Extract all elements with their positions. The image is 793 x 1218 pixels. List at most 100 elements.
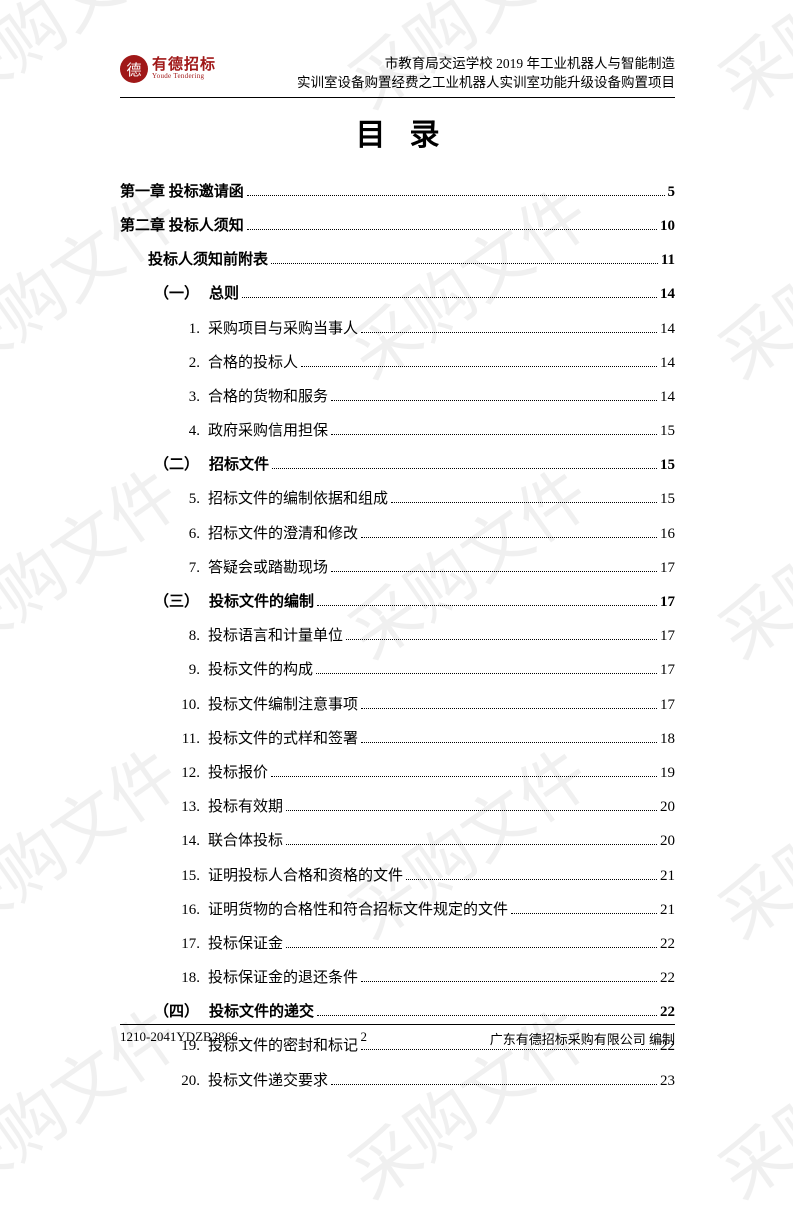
toc-leader (242, 297, 657, 298)
toc-row: 12.投标报价19 (120, 761, 675, 782)
toc-row: （一）总则 14 (120, 282, 675, 303)
toc-row: 4.政府采购信用担保15 (120, 419, 675, 440)
toc-label: 7.答疑会或踏勘现场 (176, 556, 328, 577)
watermark: 采购文件 (696, 721, 793, 958)
toc-label: 16.证明货物的合格性和符合招标文件规定的文件 (176, 898, 508, 919)
header-rule (120, 97, 675, 98)
page-content: 德 有德招标 Youde Tendering 市教育局交运学校 2019 年工业… (120, 55, 675, 1103)
toc-page: 14 (660, 286, 675, 303)
toc-label: （二）招标文件 (154, 453, 269, 474)
toc-label: 6.招标文件的澄清和修改 (176, 522, 358, 543)
toc-leader (331, 1084, 657, 1085)
toc-label: 10.投标文件编制注意事项 (176, 693, 358, 714)
toc-label: （一）总则 (154, 282, 239, 303)
header-line2: 实训室设备购置经费之工业机器人实训室功能升级设备购置项目 (297, 74, 675, 93)
toc-label: 4.政府采购信用担保 (176, 419, 328, 440)
toc-page: 14 (660, 389, 675, 406)
toc-leader (247, 195, 665, 196)
toc-page: 14 (660, 321, 675, 338)
toc-row: 9.投标文件的构成 17 (120, 658, 675, 679)
toc-leader (361, 742, 657, 743)
toc-leader (361, 537, 657, 538)
footer-company: 广东有德招标采购有限公司 编制 (490, 1029, 675, 1048)
toc-label: 13.投标有效期 (176, 795, 283, 816)
toc-label: 11.投标文件的式样和签署 (176, 727, 358, 748)
toc-leader (361, 708, 657, 709)
toc-leader (317, 1015, 657, 1016)
toc-page: 17 (660, 628, 675, 645)
toc-page: 22 (660, 970, 675, 987)
toc-row: （三）投标文件的编制17 (120, 590, 675, 611)
logo-en: Youde Tendering (152, 73, 216, 80)
toc-label: 18.投标保证金的退还条件 (176, 966, 358, 987)
toc-leader (301, 366, 657, 367)
toc-leader (286, 947, 657, 948)
toc-row: 16.证明货物的合格性和符合招标文件规定的文件21 (120, 898, 675, 919)
toc-label: 2.合格的投标人 (176, 351, 298, 372)
logo-text: 有德招标 Youde Tendering (152, 58, 216, 80)
footer-doc-id: 1210-2041YDZB2866 (120, 1029, 238, 1048)
toc-row: 投标人须知前附表11 (120, 248, 675, 269)
page-header: 德 有德招标 Youde Tendering 市教育局交运学校 2019 年工业… (120, 55, 675, 93)
toc-page: 16 (660, 526, 675, 543)
toc-row: 11.投标文件的式样和签署 18 (120, 727, 675, 748)
toc-page: 20 (660, 833, 675, 850)
toc-row: 第一章 投标邀请函5 (120, 180, 675, 201)
toc-page: 18 (660, 731, 675, 748)
toc-page: 17 (660, 560, 675, 577)
footer-page-number: 2 (238, 1029, 490, 1048)
logo-cn: 有德招标 (152, 58, 216, 73)
toc-leader (286, 844, 657, 845)
toc-leader (272, 468, 657, 469)
toc-label: （四）投标文件的递交 (154, 1000, 314, 1021)
toc-leader (317, 605, 657, 606)
toc-leader (247, 229, 657, 230)
toc-row: 17.投标保证金 22 (120, 932, 675, 953)
toc-page: 19 (660, 765, 675, 782)
toc-row: 5.招标文件的编制依据和组成15 (120, 487, 675, 508)
toc-page: 15 (660, 491, 675, 508)
toc-label: 17.投标保证金 (176, 932, 283, 953)
toc-row: 6.招标文件的澄清和修改 16 (120, 522, 675, 543)
toc-page: 17 (660, 662, 675, 679)
toc-page: 14 (660, 355, 675, 372)
toc-leader (361, 332, 657, 333)
table-of-contents: 第一章 投标邀请函5第二章 投标人须知10投标人须知前附表11（一）总则141.… (120, 180, 675, 1090)
toc-page: 15 (660, 457, 675, 474)
toc-row: 2.合格的投标人 14 (120, 351, 675, 372)
toc-leader (361, 981, 657, 982)
toc-leader (346, 639, 657, 640)
toc-page: 21 (660, 868, 675, 885)
toc-label: 14.联合体投标 (176, 829, 283, 850)
toc-leader (286, 810, 657, 811)
toc-page: 17 (660, 697, 675, 714)
logo: 德 有德招标 Youde Tendering (120, 55, 216, 83)
toc-page: 17 (660, 594, 675, 611)
toc-row: （二）招标文件 15 (120, 453, 675, 474)
toc-leader (511, 913, 657, 914)
toc-leader (331, 571, 657, 572)
toc-row: （四）投标文件的递交 22 (120, 1000, 675, 1021)
watermark: 采购文件 (696, 161, 793, 398)
toc-row: 13.投标有效期 20 (120, 795, 675, 816)
toc-leader (361, 1049, 657, 1050)
toc-page: 22 (660, 1004, 675, 1021)
toc-row: 20.投标文件递交要求23 (120, 1069, 675, 1090)
toc-row: 18.投标保证金的退还条件 22 (120, 966, 675, 987)
toc-leader (406, 879, 657, 880)
toc-leader (391, 502, 657, 503)
toc-row: 14.联合体投标 20 (120, 829, 675, 850)
toc-page: 10 (660, 218, 675, 235)
toc-label: 9.投标文件的构成 (176, 658, 313, 679)
toc-label: 投标人须知前附表 (148, 248, 268, 269)
footer-rule (120, 1024, 675, 1025)
toc-row: 第二章 投标人须知10 (120, 214, 675, 235)
toc-page: 22 (660, 936, 675, 953)
page-title: 目录 (120, 110, 675, 154)
toc-page: 5 (668, 184, 676, 201)
toc-page: 20 (660, 799, 675, 816)
watermark: 采购文件 (696, 981, 793, 1218)
toc-row: 1.采购项目与采购当事人14 (120, 317, 675, 338)
toc-page: 23 (660, 1073, 675, 1090)
logo-icon: 德 (120, 55, 148, 83)
